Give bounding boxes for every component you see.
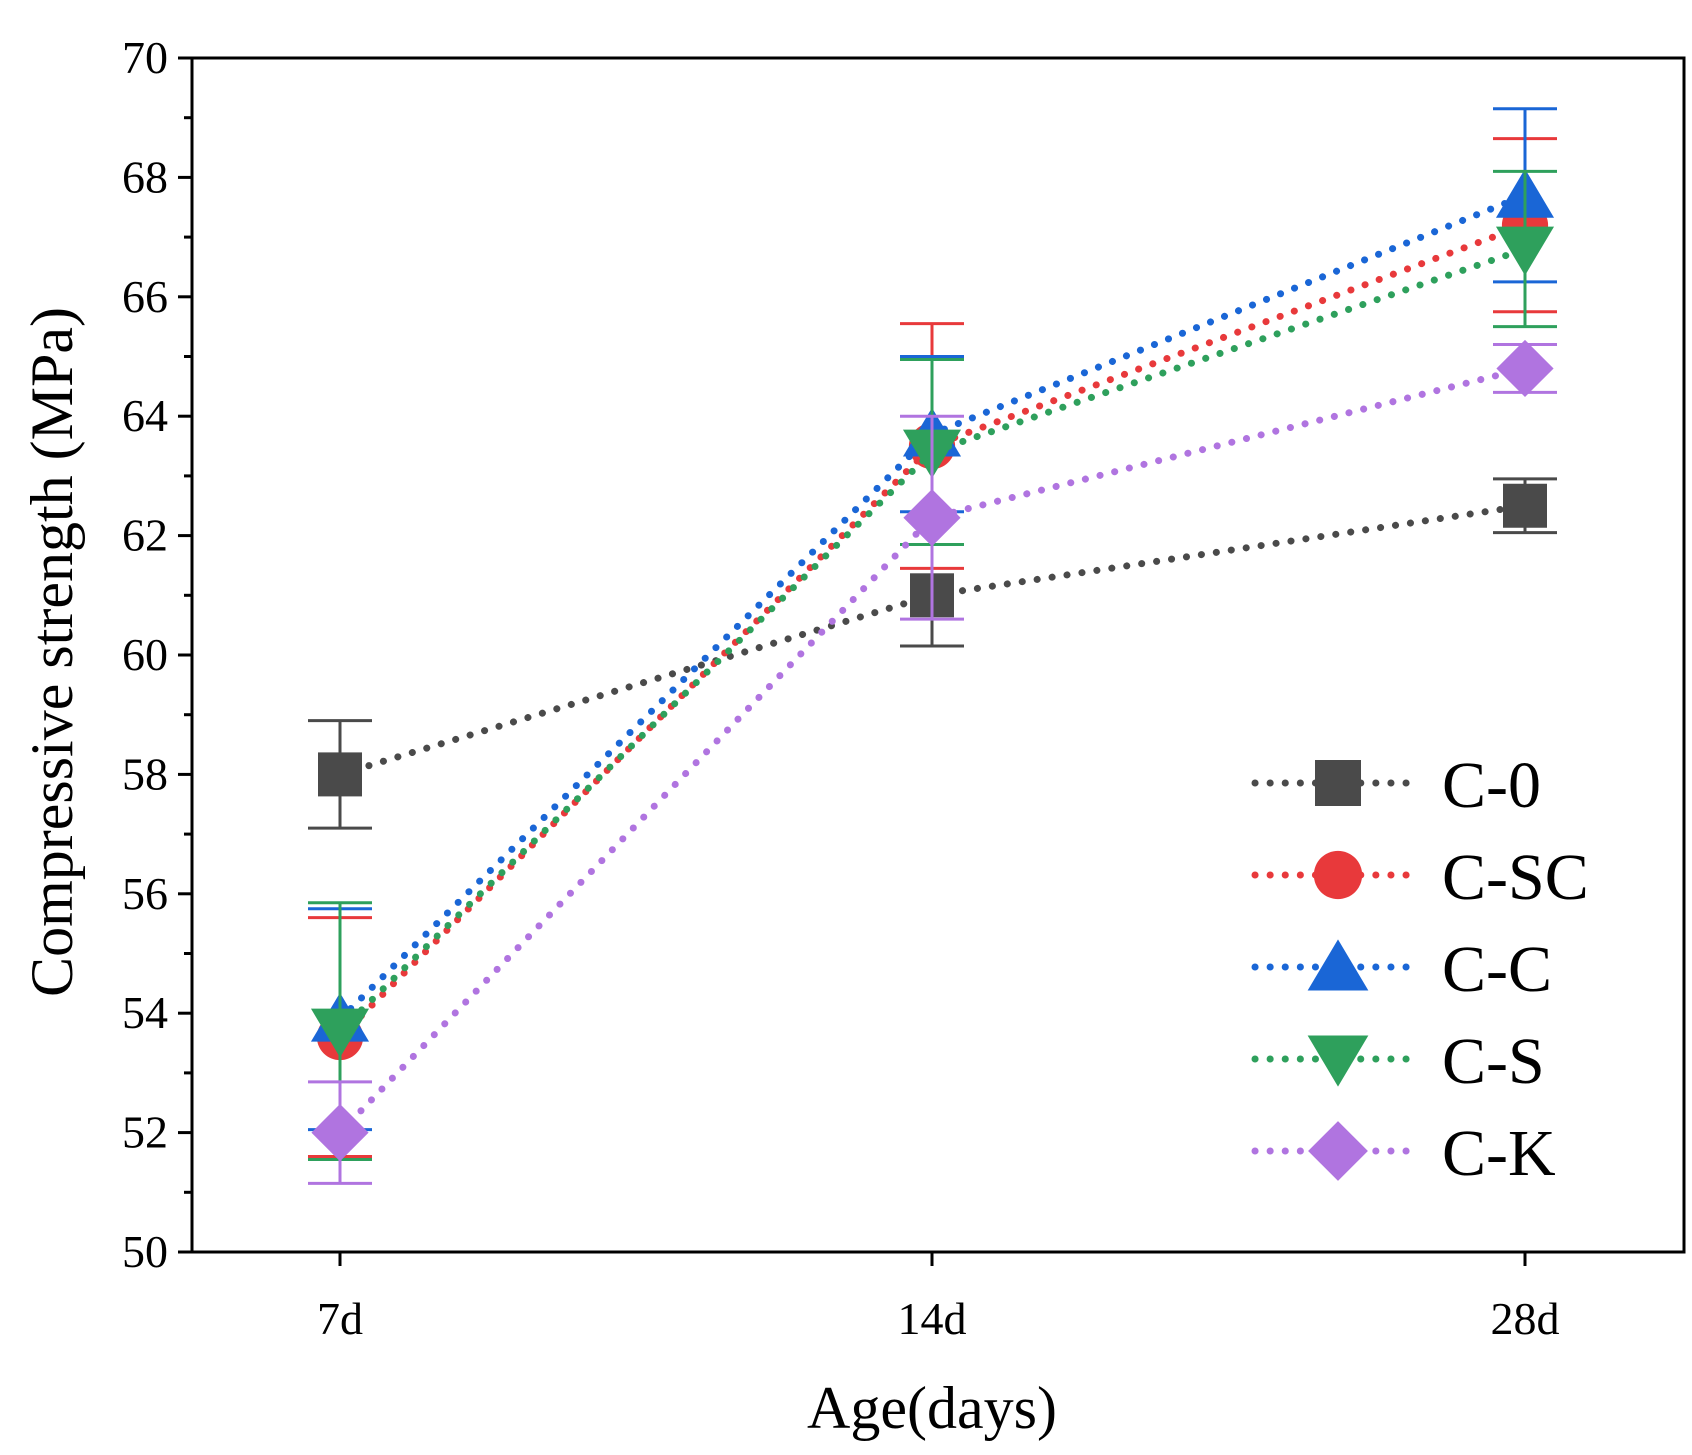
legend-label: C-0 [1442, 749, 1541, 822]
x-tick-label: 28d [1491, 1293, 1560, 1344]
y-tick-label: 56 [122, 868, 168, 919]
legend-label: C-K [1442, 1117, 1556, 1190]
legend-label: C-C [1442, 933, 1552, 1006]
legend-marker [1307, 939, 1369, 991]
legend-marker [1315, 760, 1361, 806]
x-axis-title: Age(days) [807, 1375, 1057, 1441]
legend-label: C-S [1442, 1025, 1545, 1098]
y-axis-title: Compressive strength (MPa) [19, 307, 85, 997]
legend-item: C-C [1251, 933, 1552, 1006]
data-point [1496, 339, 1554, 398]
legend-item: C-K [1251, 1117, 1556, 1190]
series-layer [308, 107, 1557, 1185]
data-point [903, 489, 961, 547]
legend-marker [1308, 1121, 1368, 1181]
data-point [1503, 483, 1547, 528]
y-tick-label: 66 [122, 271, 168, 322]
x-tick-label: 14d [898, 1293, 967, 1344]
legend-item: C-SC [1251, 841, 1589, 914]
y-tick-label: 70 [122, 32, 168, 83]
legend: C-0 C-SC C-C C-S C-K [1251, 749, 1589, 1190]
y-tick-label: 50 [122, 1226, 168, 1277]
legend-label: C-SC [1442, 841, 1589, 914]
axes-layer: 50 52 54 56 58 60 62 64 66 68 70 7d 14d 28d [122, 32, 1686, 1344]
legend-item: C-0 [1251, 749, 1541, 822]
data-point [1495, 226, 1555, 276]
y-tick-label: 60 [122, 629, 168, 680]
legend-marker [1313, 850, 1363, 900]
x-tick-label: 7d [317, 1293, 363, 1344]
series-line [336, 364, 1529, 1137]
data-point [311, 1104, 369, 1162]
y-tick-label: 68 [122, 151, 168, 202]
data-point [318, 752, 362, 797]
y-tick-label: 52 [122, 1107, 168, 1158]
series-c-k [308, 339, 1557, 1185]
data-point [310, 1008, 370, 1058]
y-tick-label: 58 [122, 748, 168, 799]
legend-item: C-S [1251, 1025, 1545, 1098]
legend-marker [1307, 1035, 1369, 1087]
y-tick-label: 54 [122, 987, 168, 1038]
series-c-s [308, 169, 1557, 1161]
y-tick-label: 62 [122, 510, 168, 561]
y-tick-label: 64 [122, 390, 168, 441]
